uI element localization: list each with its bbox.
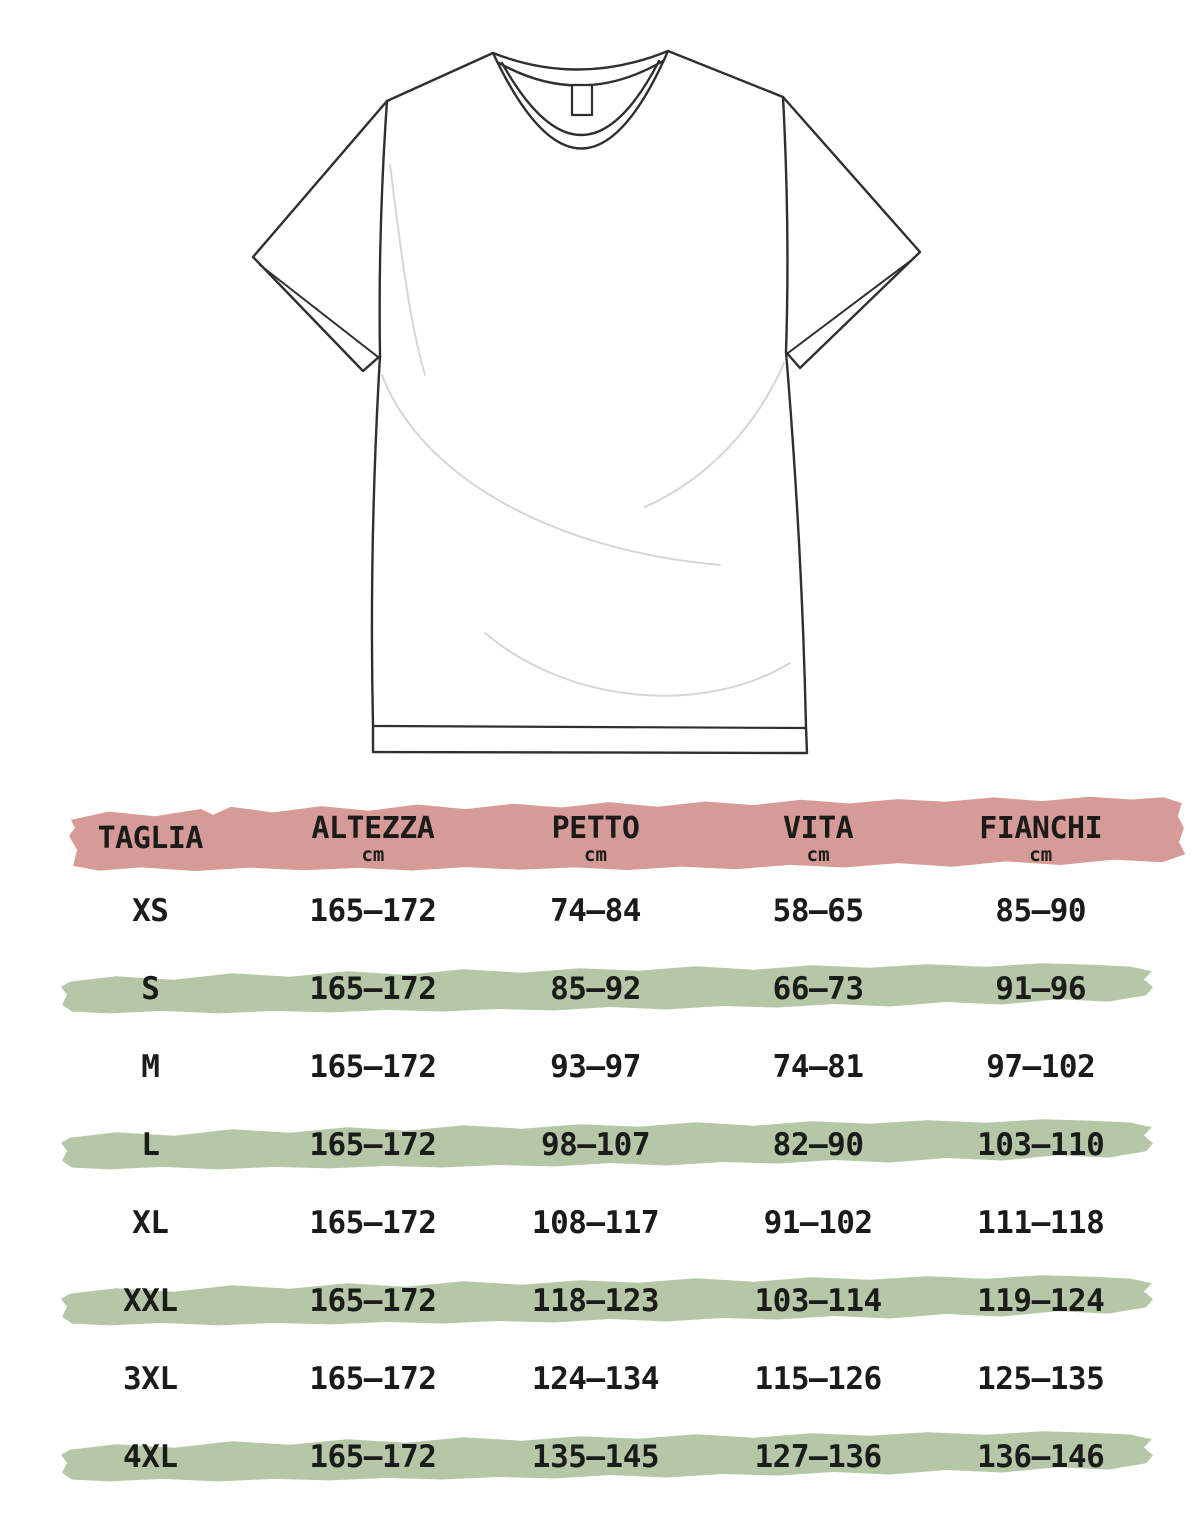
cell-altezza: 165–172	[309, 1283, 437, 1319]
cell-altezza: 165–172	[309, 971, 437, 1007]
cell-taglia: M	[141, 1049, 160, 1085]
cell-altezza: 165–172	[309, 1361, 437, 1397]
table-row: S 165–172 85–92 66–73 91–96	[39, 950, 1154, 1028]
cell-petto: 74–84	[550, 893, 641, 929]
table-row: L 165–172 98–107 82–90 103–110	[39, 1106, 1154, 1184]
header-cell-vita: VITA cm	[707, 798, 930, 872]
cell-fianchi: 111–118	[977, 1205, 1105, 1241]
header-cell-altezza: ALTEZZA cm	[262, 798, 485, 872]
row-brush-stroke	[60, 963, 1154, 1014]
cell-petto: 108–117	[531, 1205, 660, 1241]
table-header-row: TAGLIA ALTEZZA cm PETTO cm VITA cm FIANC…	[39, 796, 1186, 872]
cell-altezza: 165–172	[309, 1439, 437, 1475]
row-brush-stroke	[60, 1275, 1154, 1326]
header-cell-fianchi: FIANCHI cm	[929, 798, 1152, 872]
cell-fianchi: 125–135	[977, 1361, 1105, 1397]
tshirt-outline-illustration	[251, 49, 922, 755]
cell-petto: 135–145	[531, 1439, 660, 1475]
column-header-label: TAGLIA	[97, 821, 204, 856]
column-unit-label: cm	[1029, 844, 1053, 866]
header-cell-taglia: TAGLIA	[39, 798, 262, 872]
cell-taglia: 3XL	[123, 1361, 178, 1397]
cell-altezza: 165–172	[309, 1127, 437, 1163]
column-header-label: VITA	[782, 811, 854, 846]
cell-petto: 93–97	[550, 1049, 641, 1085]
row-brush-stroke	[60, 1119, 1154, 1170]
table-row: XL 165–172 108–117 91–102 111–118	[39, 1184, 1152, 1262]
cell-petto: 118–123	[531, 1283, 660, 1319]
cell-vita: 66–73	[772, 971, 864, 1007]
fabric-crease-lines	[381, 164, 791, 697]
cell-vita: 58–65	[772, 893, 864, 929]
column-unit-label: cm	[584, 844, 607, 866]
table-row: 3XL 165–172 124–134 115–126 125–135	[39, 1340, 1152, 1418]
neck-tag	[570, 83, 594, 117]
column-header-label: PETTO	[551, 811, 640, 846]
header-brush-stroke	[68, 796, 1186, 872]
cell-fianchi: 97–102	[986, 1049, 1096, 1085]
cell-taglia: XL	[132, 1205, 169, 1241]
cell-taglia: L	[141, 1127, 160, 1163]
table-row: XXL 165–172 118–123 103–114 119–124	[39, 1262, 1154, 1340]
cell-fianchi: 91–96	[995, 971, 1087, 1007]
cell-petto: 85–92	[550, 971, 641, 1007]
column-unit-label: cm	[361, 844, 385, 866]
cell-fianchi: 136–146	[977, 1439, 1105, 1475]
cell-petto: 98–107	[541, 1127, 650, 1163]
size-table: TAGLIA ALTEZZA cm PETTO cm VITA cm FIANC…	[39, 796, 1186, 1496]
cell-taglia: XXL	[123, 1283, 178, 1319]
column-unit-label: cm	[806, 844, 830, 866]
cell-fianchi: 85–90	[995, 893, 1087, 929]
cell-altezza: 165–172	[309, 1049, 437, 1085]
cell-vita: 127–136	[754, 1439, 883, 1475]
column-header-label: ALTEZZA	[311, 811, 435, 846]
cell-vita: 74–81	[772, 1049, 864, 1085]
cell-altezza: 165–172	[309, 893, 437, 929]
table-row: M 165–172 93–97 74–81 97–102	[39, 1028, 1152, 1106]
cell-fianchi: 103–110	[977, 1127, 1105, 1163]
cell-taglia: S	[141, 971, 160, 1007]
header-cell-petto: PETTO cm	[484, 798, 707, 872]
row-brush-stroke	[60, 1431, 1154, 1482]
cell-vita: 91–102	[763, 1205, 873, 1241]
cell-petto: 124–134	[531, 1361, 660, 1397]
tshirt-outline	[251, 49, 922, 755]
cell-taglia: XS	[132, 893, 169, 929]
cell-vita: 82–90	[772, 1127, 864, 1163]
table-row: XS 165–172 74–84 58–65 85–90	[39, 872, 1152, 950]
cell-vita: 115–126	[754, 1361, 883, 1397]
cell-taglia: 4XL	[123, 1439, 178, 1475]
cell-altezza: 165–172	[309, 1205, 437, 1241]
cell-vita: 103–114	[754, 1283, 883, 1319]
table-row: 4XL 165–172 135–145 127–136 136–146	[39, 1418, 1154, 1496]
cell-fianchi: 119–124	[977, 1283, 1105, 1319]
column-header-label: FIANCHI	[979, 811, 1103, 846]
